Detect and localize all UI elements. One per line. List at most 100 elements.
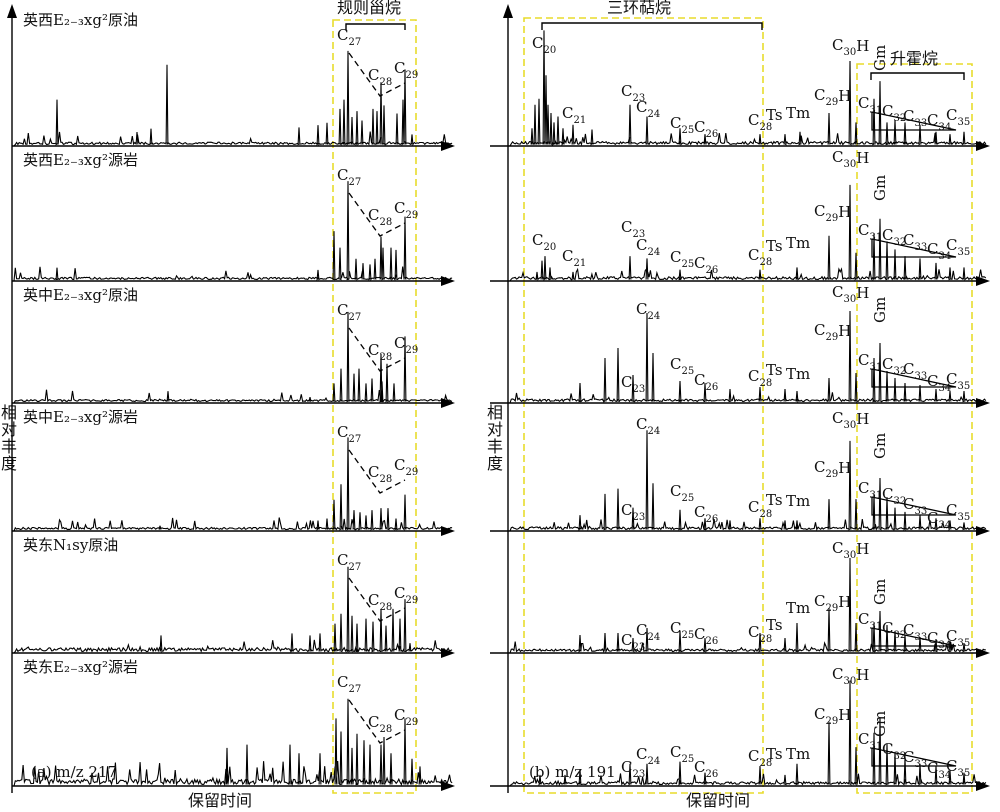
b-peak-label-c34-6: C34: [927, 759, 951, 781]
b-peak-label-ts-4: Ts: [766, 491, 783, 509]
b-peak-label-tm-6: Tm: [786, 745, 810, 763]
b-peak-label-c35-2: C35: [946, 236, 970, 258]
a-peak-label-c29-2: C29: [394, 199, 418, 221]
b-peak-label-tm-1: Tm: [786, 104, 810, 122]
b-peak-label-c25-2: C25: [670, 248, 694, 270]
a-peak-label-c28-3: C28: [368, 341, 392, 363]
a-y-axis-label-char-3: 丰: [1, 437, 17, 456]
b-peak-label-c33-6: C33: [903, 748, 927, 770]
b-peak-label-c32-5: C32: [882, 619, 906, 641]
trace-layer: [13, 22, 987, 787]
b-peak-label-c35-6: C35: [946, 757, 970, 779]
b-peak-label-c28-5: C28: [748, 623, 772, 645]
a-sample-label-1: 英西E₂₋₃xg²原油: [23, 11, 138, 29]
a-peak-label-c27-1: C27: [337, 26, 361, 48]
a-sample-label-4: 英中E₂₋₃xg²源岩: [23, 408, 138, 426]
b-peak-label-c23-5: C23: [621, 631, 645, 653]
b-tricyclic-bracket: [541, 22, 763, 30]
a-peak-label-c27-6: C27: [337, 673, 361, 695]
b-peak-label-gm-6: Gm: [871, 711, 889, 737]
a-peak-label-c28-6: C28: [368, 713, 392, 735]
b-peak-label-c32-6: C32: [882, 740, 906, 762]
b-peak-label-c28-3: C28: [748, 367, 772, 389]
b-peak-label-c28-2: C28: [748, 246, 772, 268]
a-x-arrow-6: [441, 781, 455, 791]
b-peak-label-c29h-4: C29H: [814, 458, 851, 480]
a-y-axis-label-char-2: 对: [1, 420, 17, 439]
b-peak-label-c34-5: C34: [927, 629, 951, 651]
a-peak-label-c28-2: C28: [368, 206, 392, 228]
b-peak-label-c25-1: C25: [670, 114, 694, 136]
label-layer: 规则甾烷英西E₂₋₃xg²原油英西E₂₋₃xg²源岩英中E₂₋₃xg²原油英中E…: [1, 0, 970, 810]
b-peak-label-c25-3: C25: [670, 355, 694, 377]
b-peak-label-c29h-1: C29H: [814, 86, 851, 108]
b-peak-label-c20-2: C20: [532, 231, 556, 253]
b-panel-tag: (b) m/z 191: [529, 763, 616, 781]
a-peak-label-c29-3: C29: [394, 334, 418, 356]
a-dashed-link-1: [348, 52, 406, 97]
a-dashed-link-5: [348, 577, 406, 622]
b-peak-label-c29h-5: C29H: [814, 592, 851, 614]
a-dashed-link-2: [348, 192, 406, 237]
a-peak-label-c29-4: C29: [394, 456, 418, 478]
b-peak-label-c29h-6: C29H: [814, 705, 851, 727]
b-peak-label-c35-3: C35: [946, 370, 970, 392]
b-trace-2: [509, 184, 987, 282]
a-peak-label-c29-5: C29: [394, 584, 418, 606]
b-peak-label-c24-6: C24: [636, 745, 660, 767]
b-trace-1: [509, 30, 987, 147]
b-x-arrow-2: [976, 276, 990, 286]
b-peak-label-tm-4: Tm: [786, 492, 810, 510]
b-homohopane-wedge-4: [871, 496, 957, 516]
b-peak-label-c30h-5: C30H: [832, 539, 869, 561]
b-homohopane-wedge-6: [871, 747, 957, 767]
b-peak-label-c26-6: C26: [694, 758, 718, 780]
b-peak-label-gm-4: Gm: [871, 433, 889, 459]
b-peak-label-c23-6: C23: [621, 758, 645, 780]
b-peak-label-ts-3: Ts: [766, 361, 783, 379]
b-x-arrow-1: [976, 141, 990, 151]
a-peak-label-c27-4: C27: [337, 423, 361, 445]
b-homohopane-wedge-3: [871, 368, 957, 388]
b-peak-label-ts-2: Ts: [766, 237, 783, 255]
b-group-label-homohopane: 升霍烷: [890, 49, 938, 68]
b-peak-label-c23-4: C23: [621, 501, 645, 523]
b-peak-label-c34-3: C34: [927, 372, 951, 394]
b-peak-label-c26-1: C26: [694, 118, 718, 140]
a-trace-5: [13, 566, 453, 654]
b-peak-label-c34-1: C34: [927, 111, 951, 133]
b-peak-label-c30h-4: C30H: [832, 409, 869, 431]
a-peak-label-c28-4: C28: [368, 463, 392, 485]
b-peak-label-c35-4: C35: [946, 501, 970, 523]
b-homohopane-wedge-2: [871, 238, 957, 258]
a-sample-label-5: 英东N₁sy原油: [23, 536, 118, 554]
a-trace-1: [13, 50, 453, 147]
b-peak-label-c20-1: C20: [532, 34, 556, 56]
a-y-axis-label-char-1: 相: [1, 403, 17, 422]
b-y-arrow: [503, 4, 513, 18]
b-peak-label-ts-6: Ts: [766, 745, 783, 763]
b-peak-label-gm-3: Gm: [871, 297, 889, 323]
b-x-arrow-4: [976, 526, 990, 536]
b-peak-label-c21-1: C21: [562, 104, 586, 126]
b-peak-label-c23-1: C23: [621, 82, 645, 104]
b-peak-label-c35-5: C35: [946, 627, 970, 649]
b-x-axis-label: 保留时间: [686, 791, 750, 810]
frame-layer: [332, 17, 973, 794]
a-peak-label-c29-1: C29: [394, 59, 418, 81]
b-peak-label-c34-4: C34: [927, 509, 951, 531]
a-regular-sterane-window: [332, 19, 417, 794]
b-trace-6: [509, 680, 987, 787]
b-peak-label-c24-4: C24: [636, 415, 660, 437]
a-x-arrow-3: [441, 398, 455, 408]
b-peak-label-c25-5: C25: [670, 619, 694, 641]
a-panel-tag: (a) m/z 217: [31, 763, 117, 781]
b-peak-label-ts-1: Ts: [766, 106, 783, 124]
b-peak-label-c31-5: C31: [858, 610, 882, 632]
a-x-arrow-2: [441, 276, 455, 286]
b-peak-label-c30h-3: C30H: [832, 283, 869, 305]
b-peak-label-c26-5: C26: [694, 625, 718, 647]
a-peak-label-c27-3: C27: [337, 301, 361, 323]
a-trace-6: [13, 698, 453, 787]
b-homohopane-wedge-5: [871, 627, 957, 647]
